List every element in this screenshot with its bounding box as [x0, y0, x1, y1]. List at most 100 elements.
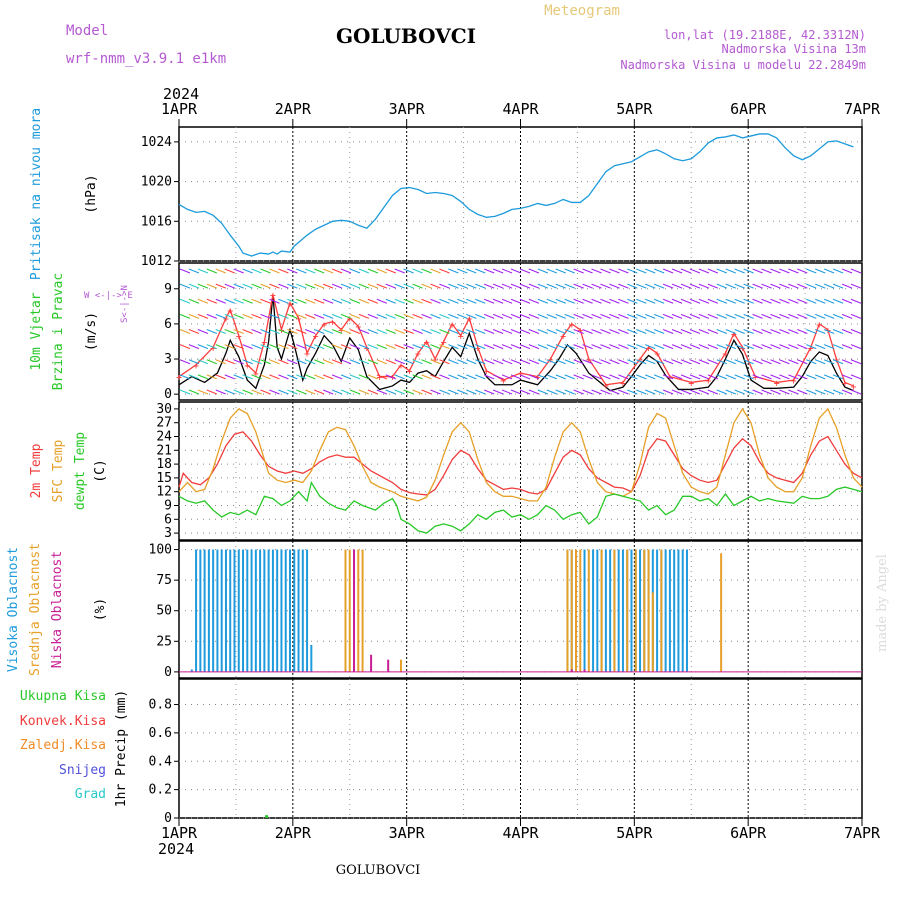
- wind-barb: [466, 389, 477, 395]
- wind-barb: [322, 283, 334, 289]
- gust-marker: +: [791, 376, 797, 387]
- wind-barb: [439, 359, 450, 365]
- wind-barb: [269, 359, 280, 365]
- wind-barb: [197, 313, 209, 319]
- wind-barb: [501, 389, 513, 395]
- wind-barb: [707, 268, 719, 274]
- wind-barb: [224, 313, 235, 319]
- bar-high-cloud: [267, 549, 270, 672]
- wind-barb: [797, 313, 808, 319]
- lonlat-label: lon,lat (19.2188E, 42.3312N): [664, 28, 866, 42]
- wind-barb: [815, 283, 826, 289]
- wind-barb: [287, 374, 298, 380]
- wind-barb: [734, 344, 745, 350]
- wind-barb: [832, 268, 844, 274]
- page-title: GOLUBOVCI: [336, 24, 476, 48]
- wind-barb: [242, 374, 253, 380]
- wind-barb: [734, 313, 745, 319]
- wind-barb: [734, 389, 745, 395]
- wind-barb: [484, 329, 495, 334]
- model-label: Model: [66, 23, 108, 39]
- wind-barb: [645, 298, 656, 304]
- wind-barb: [743, 374, 754, 380]
- wind-barb: [582, 359, 593, 365]
- wind-barb: [412, 389, 423, 395]
- wind-barb: [197, 389, 209, 395]
- wind-barb: [564, 329, 575, 334]
- bar-high-cloud: [271, 549, 274, 672]
- wind-barb: [546, 344, 557, 350]
- wind-barb: [788, 389, 799, 395]
- bar-high-cloud: [621, 549, 624, 672]
- wind-barb: [841, 298, 853, 304]
- wind-barb: [564, 389, 575, 395]
- gust-marker: +: [244, 361, 250, 372]
- bar-high-cloud: [212, 549, 215, 672]
- wind-barb: [188, 344, 200, 350]
- gust-marker: +: [406, 367, 412, 378]
- wind-barb: [251, 344, 262, 350]
- wind-barb: [537, 283, 549, 289]
- gust-marker: +: [330, 318, 336, 329]
- wind-barb: [242, 298, 253, 304]
- wind-barb: [367, 283, 379, 289]
- wind-barb: [412, 344, 423, 350]
- wind-barb: [206, 389, 218, 395]
- wind-barb: [394, 298, 405, 304]
- compass-sn: S<-|->N: [120, 285, 130, 323]
- wind-barb: [832, 389, 844, 395]
- wind-barb: [403, 359, 414, 365]
- wind-barb: [501, 298, 513, 304]
- wind-barb: [269, 374, 280, 380]
- gust-marker: +: [253, 369, 259, 380]
- wind-barb: [484, 374, 495, 380]
- wind-barb: [850, 374, 862, 380]
- gust-marker: +: [475, 343, 481, 354]
- wind-barb: [680, 298, 692, 304]
- wind-barb: [412, 313, 423, 319]
- bar-high-cloud: [246, 549, 249, 672]
- gust-marker: +: [816, 320, 822, 331]
- wind-barb: [573, 374, 584, 380]
- wind-barb: [215, 298, 226, 304]
- wind-barb: [743, 389, 754, 395]
- bar-high-cloud: [284, 549, 287, 672]
- wind-barb: [779, 298, 790, 304]
- wind-barb: [591, 283, 602, 289]
- wind-barb: [850, 298, 862, 304]
- bar-mid-cloud: [399, 659, 402, 672]
- gust-marker: +: [586, 355, 592, 366]
- wind-barb: [653, 329, 665, 334]
- wind-barb: [555, 298, 566, 304]
- bar-high-cloud: [233, 549, 236, 672]
- wind-barb: [492, 283, 504, 289]
- x-tick-label-bottom: 4APR: [502, 824, 539, 842]
- wind-barb: [448, 374, 459, 380]
- wind-barb: [233, 298, 244, 304]
- wind-barb: [358, 268, 370, 274]
- wind-barb: [707, 283, 719, 289]
- wind-barb: [215, 344, 226, 350]
- wind-barb: [385, 344, 396, 350]
- wind-barb: [430, 389, 441, 395]
- wind-barb: [260, 389, 271, 395]
- wind-barb: [537, 344, 549, 350]
- wind-barb: [403, 389, 414, 395]
- wind-barb: [689, 268, 701, 274]
- gust-marker: +: [833, 355, 839, 366]
- wind-barb: [412, 268, 423, 274]
- wind-barb: [600, 374, 611, 380]
- wind-barb: [314, 313, 325, 319]
- x-tick-label-top: 1APR: [161, 100, 198, 118]
- gust-marker: +: [296, 314, 302, 325]
- wind-barb: [600, 329, 611, 334]
- gust-marker: +: [722, 349, 728, 360]
- wind-barb: [636, 359, 647, 365]
- wind-barb: [841, 313, 853, 319]
- wind-barb: [331, 389, 343, 395]
- bar-mid-cloud: [613, 549, 616, 672]
- wind-barb: [823, 389, 835, 395]
- wind-barb: [251, 374, 262, 380]
- wind-barb: [752, 359, 763, 365]
- wind-barb: [322, 329, 334, 334]
